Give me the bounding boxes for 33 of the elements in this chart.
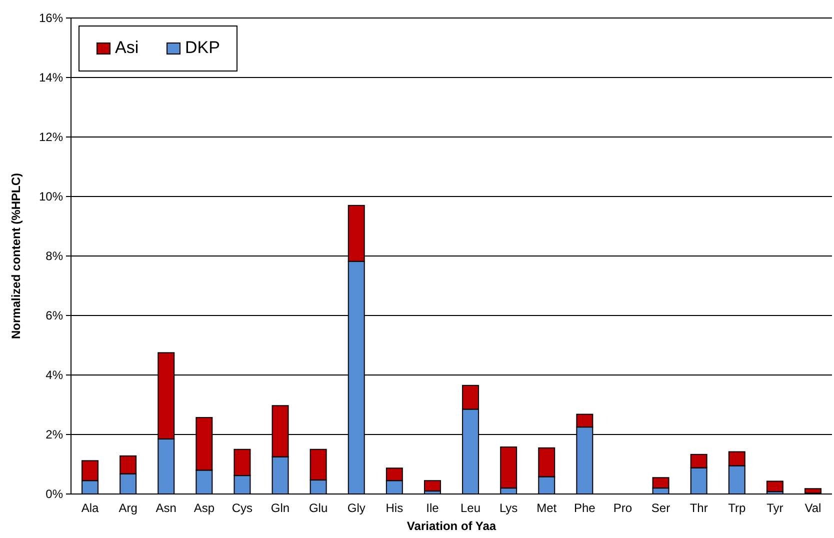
y-tick-label: 4% [46,368,64,382]
x-tick-label: Asn [156,501,176,515]
y-tick-label: 0% [46,487,64,502]
x-tick-label: Lys [499,501,518,515]
x-tick-label: Ile [426,501,440,515]
y-tick-label: 16% [38,11,64,26]
x-axis-title: Variation of Yaa [406,519,496,533]
x-tick-label: Val [804,501,822,515]
x-tick-label: Thr [690,501,708,515]
y-tick-label: 2% [46,428,64,442]
x-tick-label: His [386,501,404,515]
legend-label: DKP [185,38,220,57]
x-tick-label: Trp [728,501,746,515]
x-tick-label: Arg [118,501,138,515]
legend-label: Asi [115,38,139,57]
x-tick-label: Gln [270,501,290,515]
y-tick-label: 14% [38,70,64,85]
x-tick-label: Ser [651,501,670,515]
x-tick-label: Gly [347,501,366,515]
x-tick-label: Pro [613,501,632,515]
y-tick-label: 10% [38,190,64,204]
y-tick-label: 12% [38,130,64,144]
x-tick-label: Glu [308,501,328,515]
x-tick-label: Met [536,501,558,515]
y-axis-title: Normalized content (%HPLC) [9,172,23,340]
x-tick-label: Phe [574,501,596,515]
x-tick-label: Leu [460,501,481,515]
x-tick-label: Asp [194,501,215,515]
x-tick-label: Ala [81,501,100,515]
y-tick-label: 8% [46,249,64,264]
x-tick-label: Cys [232,501,253,515]
x-tick-label: Tyr [766,501,784,515]
y-tick-label: 6% [46,308,64,323]
